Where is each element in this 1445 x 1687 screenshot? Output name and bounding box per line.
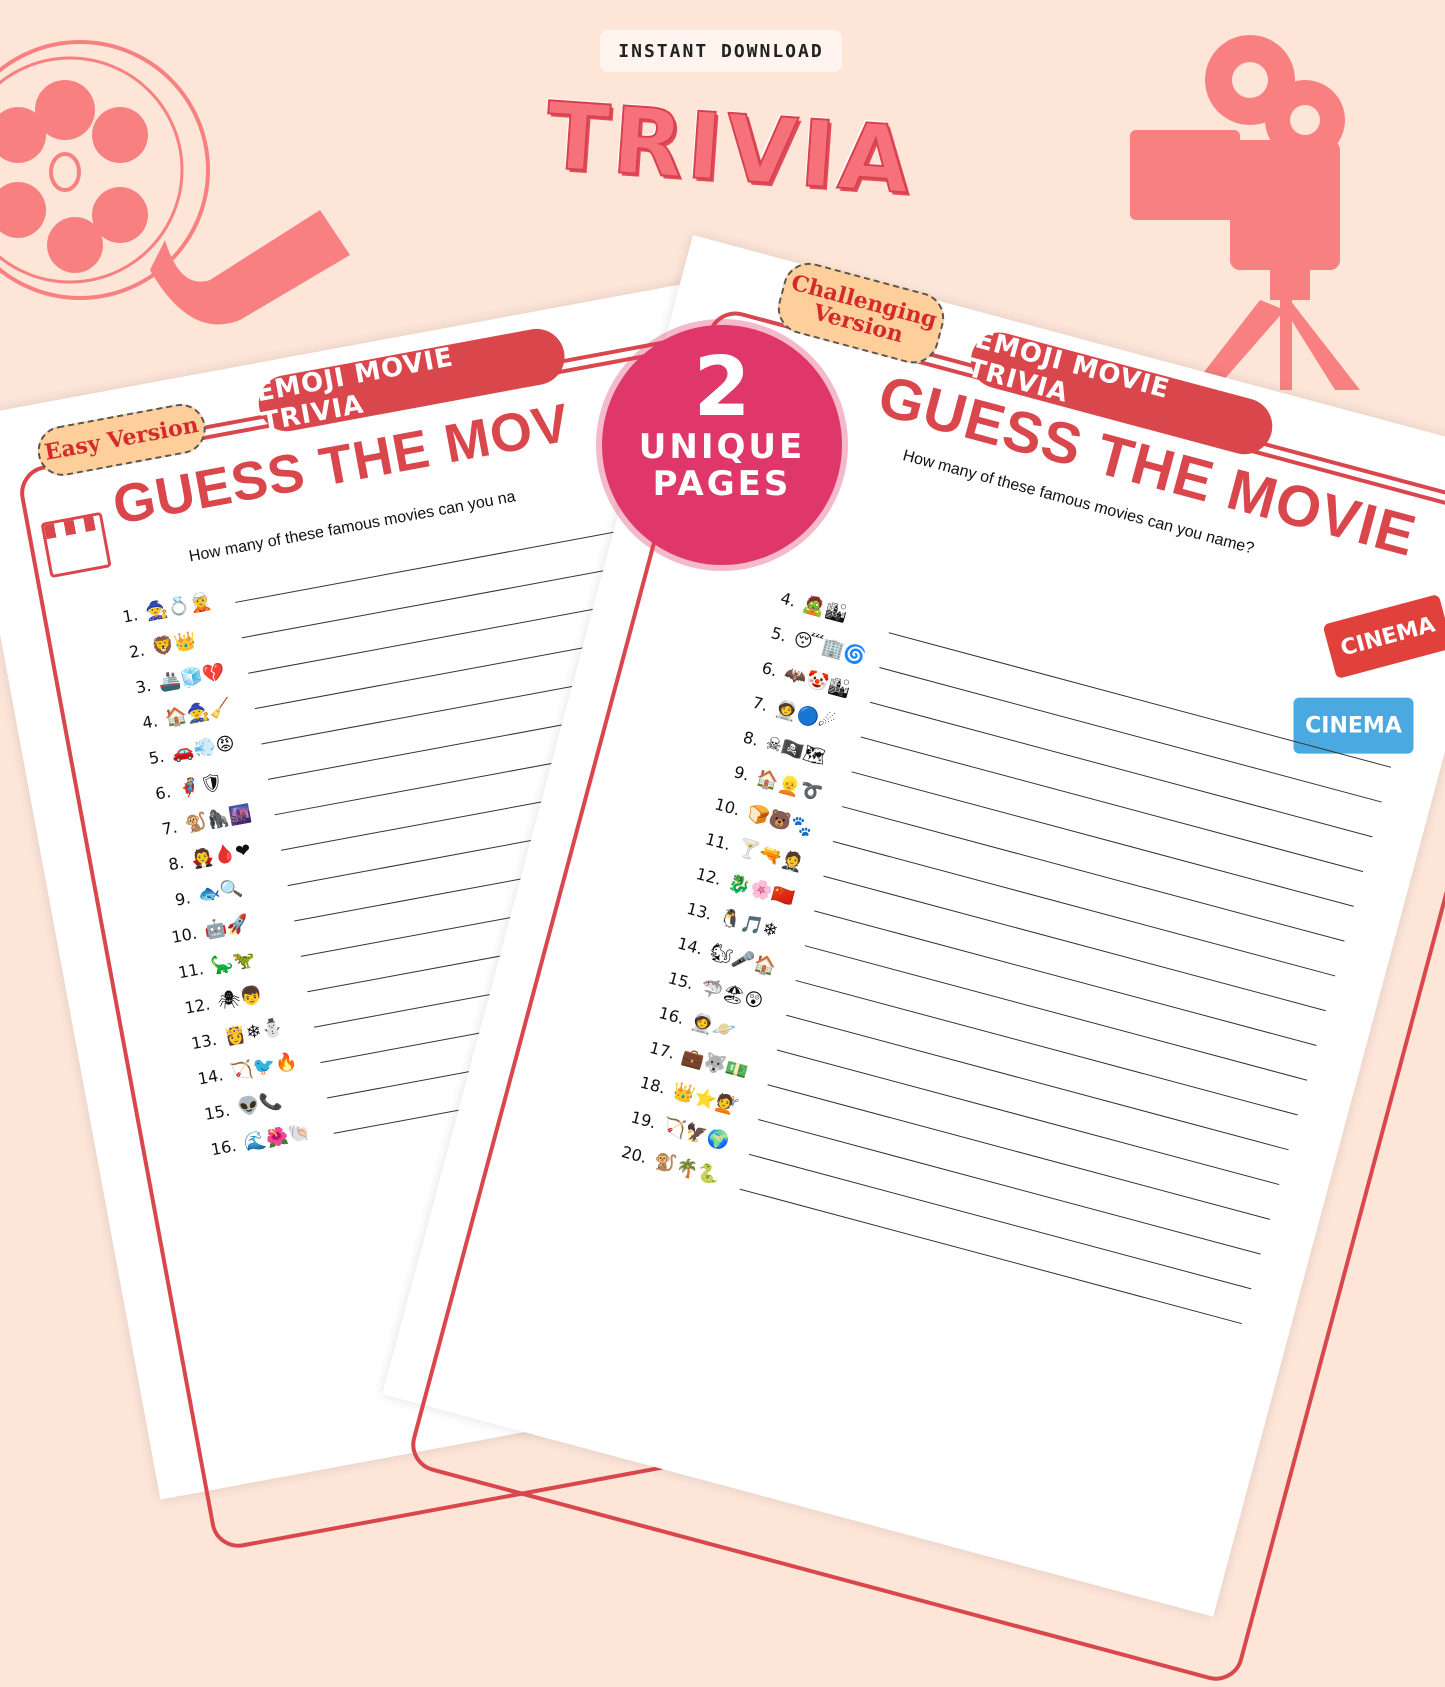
question-number: 15. (666, 967, 696, 993)
question-number: 9. (731, 761, 752, 785)
question-number: 19. (628, 1106, 659, 1132)
question-number: 13. (189, 1029, 219, 1053)
question-number: 14. (675, 933, 706, 958)
trivia-title: TRIVIA (541, 81, 918, 215)
question-number: 6. (759, 657, 780, 680)
question-number: 8. (166, 852, 186, 874)
question-number: 4. (140, 710, 160, 733)
question-number: 10. (712, 793, 743, 819)
question-number: 8. (741, 727, 761, 750)
question-number: 14. (196, 1064, 225, 1089)
question-number: 16. (656, 1002, 687, 1028)
badge-line1: UNIQUE (638, 427, 806, 467)
unique-pages-badge: 2 UNIQUE PAGES (602, 325, 842, 565)
film-reel-icon (0, 40, 350, 325)
question-number: 3. (134, 675, 153, 697)
question-number: 5. (769, 622, 789, 646)
question-number: 2. (127, 639, 146, 662)
question-number: 12. (183, 993, 212, 1018)
badge-line2: PAGES (652, 464, 792, 505)
badge-number: 2 (693, 340, 751, 435)
movie-camera-icon (1130, 35, 1360, 390)
question-number: 18. (638, 1072, 668, 1098)
question-number: 9. (173, 887, 192, 910)
clapperboard-icon (40, 511, 112, 579)
question-number: 16. (209, 1135, 238, 1159)
question-number: 17. (647, 1037, 678, 1063)
question-number: 11. (176, 958, 206, 982)
question-number: 20. (619, 1141, 650, 1167)
question-number: 5. (147, 746, 166, 768)
question-number: 6. (153, 781, 173, 804)
question-number: 7. (750, 692, 771, 715)
question-number: 12. (694, 863, 724, 889)
question-number: 10. (169, 923, 199, 947)
question-number: 11. (703, 828, 733, 854)
question-number: 13. (684, 898, 715, 924)
instant-download-label: INSTANT DOWNLOAD (600, 30, 842, 72)
question-number: 1. (120, 604, 140, 627)
question-number: 7. (160, 816, 179, 839)
question-number: 4. (778, 587, 799, 611)
question-number: 15. (202, 1100, 232, 1124)
